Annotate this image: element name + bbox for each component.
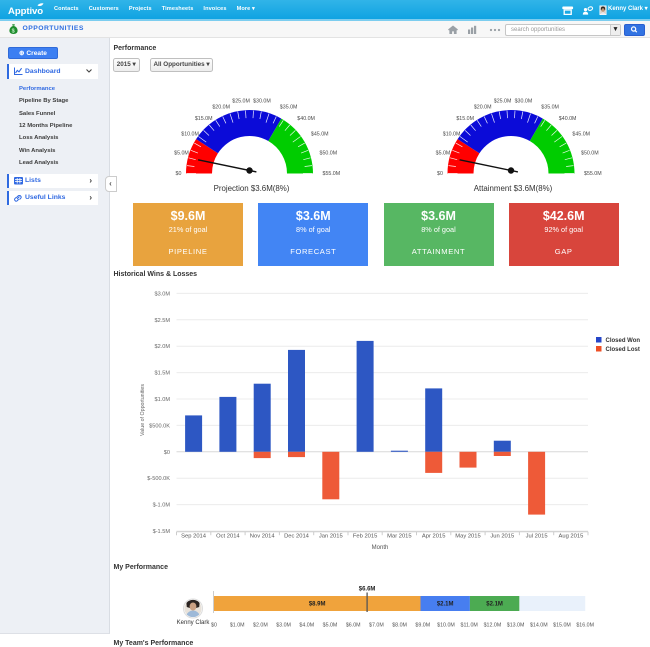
- svg-text:$13.0M: $13.0M: [507, 623, 525, 629]
- svg-text:$10.0M: $10.0M: [437, 623, 455, 629]
- svg-text:$1.0M: $1.0M: [154, 397, 170, 403]
- svg-text:$50.0M: $50.0M: [581, 150, 599, 156]
- svg-text:May 2015: May 2015: [455, 534, 480, 540]
- svg-text:$15.0M: $15.0M: [553, 623, 571, 629]
- svg-text:$0: $0: [211, 623, 217, 629]
- svg-text:$1.5M: $1.5M: [154, 371, 170, 377]
- svg-text:$5.0M: $5.0M: [174, 150, 189, 156]
- svg-text:$16.0M: $16.0M: [576, 623, 594, 629]
- svg-text:Jul 2015: Jul 2015: [526, 534, 548, 540]
- svg-text:$8.0M: $8.0M: [392, 623, 407, 629]
- svg-text:$45.0M: $45.0M: [311, 132, 329, 138]
- svg-text:Apr 2015: Apr 2015: [422, 534, 446, 540]
- svg-text:Apptivo: Apptivo: [8, 6, 43, 17]
- svg-text:$55.0M: $55.0M: [323, 171, 341, 177]
- svg-text:$15.0M: $15.0M: [456, 116, 474, 122]
- svg-text:Projection $3.6M(8%): Projection $3.6M(8%): [214, 184, 290, 193]
- svg-text:$2.5M: $2.5M: [154, 318, 170, 324]
- svg-text:$2.0M: $2.0M: [253, 623, 268, 629]
- svg-text:$5.0M: $5.0M: [436, 150, 451, 156]
- svg-text:$4.0M: $4.0M: [299, 623, 314, 629]
- svg-text:$: $: [12, 28, 15, 34]
- svg-text:$6.6M: $6.6M: [359, 587, 376, 593]
- svg-text:Jan 2015: Jan 2015: [319, 534, 343, 540]
- svg-text:$40.0M: $40.0M: [297, 116, 315, 122]
- svg-text:$10.0M: $10.0M: [443, 132, 461, 138]
- svg-text:$7.0M: $7.0M: [369, 623, 384, 629]
- svg-text:$0: $0: [176, 171, 182, 177]
- svg-text:$0: $0: [164, 450, 170, 456]
- svg-text:$11.0M: $11.0M: [461, 623, 478, 629]
- svg-text:Jun 2015: Jun 2015: [490, 534, 514, 540]
- svg-text:Feb 2015: Feb 2015: [353, 534, 378, 540]
- svg-text:$10.0M: $10.0M: [181, 132, 199, 138]
- svg-text:Mar 2015: Mar 2015: [387, 534, 412, 540]
- svg-text:$0: $0: [437, 171, 443, 177]
- svg-text:$20.0M: $20.0M: [474, 105, 492, 111]
- svg-text:$2.1M: $2.1M: [486, 602, 503, 608]
- svg-text:$5.0M: $5.0M: [323, 623, 338, 629]
- svg-text:$-1.0M: $-1.0M: [153, 503, 171, 509]
- svg-text:Oct 2014: Oct 2014: [216, 534, 240, 540]
- svg-text:$9.0M: $9.0M: [415, 623, 430, 629]
- svg-text:Value of Opportunities: Value of Opportunities: [140, 384, 146, 436]
- svg-text:$3.0M: $3.0M: [154, 291, 170, 297]
- svg-text:Aug 2015: Aug 2015: [558, 534, 583, 540]
- svg-text:$20.0M: $20.0M: [212, 105, 230, 111]
- svg-text:$50.0M: $50.0M: [320, 150, 338, 156]
- svg-text:$2.1M: $2.1M: [437, 602, 454, 608]
- svg-text:$500.0K: $500.0K: [149, 423, 170, 429]
- svg-text:$-500.0K: $-500.0K: [147, 476, 170, 482]
- svg-text:$12.0M: $12.0M: [484, 623, 502, 629]
- svg-text:$1.0M: $1.0M: [230, 623, 245, 629]
- svg-text:$40.0M: $40.0M: [559, 116, 577, 122]
- svg-text:Closed Lost: Closed Lost: [606, 347, 640, 353]
- svg-text:$6.0M: $6.0M: [346, 623, 361, 629]
- svg-text:Kenny Clark: Kenny Clark: [177, 620, 211, 626]
- svg-text:$3.0M: $3.0M: [276, 623, 291, 629]
- svg-text:Closed Won: Closed Won: [606, 338, 641, 344]
- svg-text:$35.0M: $35.0M: [280, 105, 298, 111]
- svg-text:Nov 2014: Nov 2014: [250, 534, 276, 540]
- svg-text:$8.9M: $8.9M: [309, 602, 326, 608]
- svg-text:$35.0M: $35.0M: [541, 105, 559, 111]
- svg-text:$30.0M: $30.0M: [515, 99, 533, 105]
- svg-text:Attainment $3.6M(8%): Attainment $3.6M(8%): [474, 184, 553, 193]
- svg-text:$14.0M: $14.0M: [530, 623, 548, 629]
- svg-text:$-1.5M: $-1.5M: [153, 529, 171, 535]
- svg-text:Month: Month: [372, 545, 389, 551]
- svg-text:$25.0M: $25.0M: [494, 99, 512, 105]
- svg-text:$25.0M: $25.0M: [232, 99, 250, 105]
- svg-text:$30.0M: $30.0M: [253, 99, 271, 105]
- svg-text:$2.0M: $2.0M: [154, 344, 170, 350]
- svg-text:$45.0M: $45.0M: [572, 132, 590, 138]
- svg-text:Sep 2014: Sep 2014: [181, 534, 207, 540]
- svg-text:$55.0M: $55.0M: [584, 171, 602, 177]
- svg-text:$15.0M: $15.0M: [195, 116, 213, 122]
- svg-text:Dec 2014: Dec 2014: [284, 534, 310, 540]
